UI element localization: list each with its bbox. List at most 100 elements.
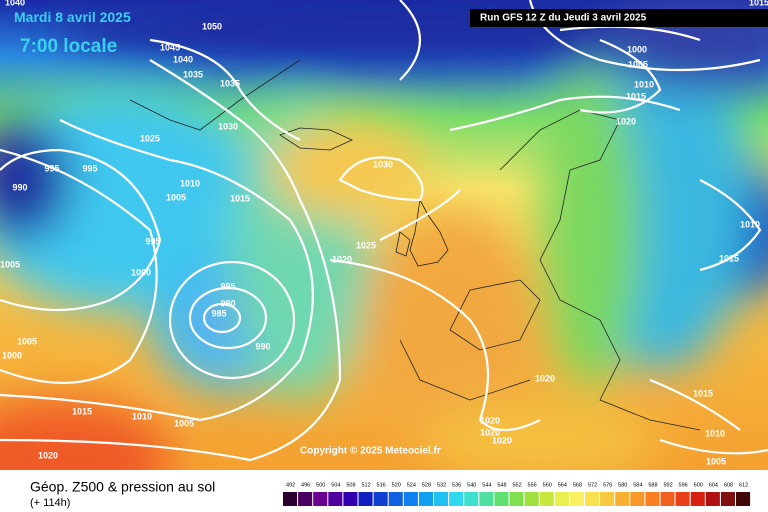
scale-swatch [509,492,524,506]
isobar-label: 990 [255,341,270,351]
scale-swatch [464,492,479,506]
isobar-label: 1010 [132,411,152,421]
scale-label: 560 [543,482,552,488]
isobar-label: 1040 [5,0,25,7]
scale-swatch [494,492,509,506]
scale-swatch [524,492,539,506]
isobar-label: 1005 [628,59,648,69]
isobar-label: 1015 [72,406,92,416]
scale-swatch [660,492,675,506]
isobar-label: 995 [44,163,59,173]
isobar-label: 1020 [492,435,512,445]
scale-label: 552 [512,482,521,488]
isobar-label: 1025 [140,133,160,143]
isobar-label: 1025 [356,240,376,250]
scale-label: 500 [316,482,325,488]
scale-label: 572 [588,482,597,488]
isobar-label: 1015 [626,91,646,101]
scale-swatch [328,492,343,506]
scale-swatch [690,492,705,506]
scale-swatch [615,492,630,506]
isobar-label: 1035 [220,78,240,88]
isobars [0,0,768,460]
scale-label: 612 [739,482,748,488]
scale-swatch [630,492,645,506]
isobar-label: 1020 [480,415,500,425]
scale-swatch [343,492,358,506]
isobar-label: 1010 [740,219,760,229]
isobar-label: 1010 [705,428,725,438]
scale-label: 608 [724,482,733,488]
footer-title: Géop. Z500 & pression au sol [30,479,215,495]
scale-swatch [554,492,569,506]
scale-swatch [373,492,388,506]
scale-swatch [600,492,615,506]
isobar-label: 1015 [693,388,713,398]
scale-label: 588 [648,482,657,488]
isobar-label: 1030 [373,159,393,169]
isobar-label: 990 [220,298,235,308]
scale-swatch [283,492,298,506]
scale-label: 520 [392,482,401,488]
isobar-label: 1000 [2,350,22,360]
scale-swatch [569,492,584,506]
scale-swatch [479,492,494,506]
isobar-label: 985 [211,308,226,318]
isobar-label: 995 [82,163,97,173]
scale-label: 584 [633,482,642,488]
scale-label: 504 [331,482,340,488]
scale-swatch [298,492,313,506]
isobar-label: 1005 [706,456,726,466]
isobar-label: 995 [145,236,160,246]
isobar-label: 1020 [332,254,352,264]
isobar-label: 1010 [180,178,200,188]
scale-label: 536 [452,482,461,488]
scale-swatch [313,492,328,506]
isobar-label: 1015 [230,193,250,203]
isobar-label: 1020 [480,427,500,437]
scale-swatch [539,492,554,506]
isobar-label: 1005 [166,192,186,202]
scale-swatch [720,492,735,506]
scale-swatch [645,492,660,506]
scale-label: 524 [407,482,416,488]
isobar-label: 1020 [616,116,636,126]
isobar-label: 1035 [183,69,203,79]
scale-label: 564 [558,482,567,488]
isobar-label: 1015 [719,253,739,263]
scale-label: 576 [603,482,612,488]
scale-label: 496 [301,482,310,488]
isobar-label: 1000 [131,267,151,277]
scale-swatch [388,492,403,506]
scale-label: 556 [528,482,537,488]
isobar-label: 1015 [749,0,768,7]
isobar-label: 1030 [218,121,238,131]
scale-label: 508 [346,482,355,488]
scale-swatch [705,492,720,506]
scale-label: 512 [361,482,370,488]
scale-swatch [585,492,600,506]
scale-label: 528 [422,482,431,488]
isobar-label: 995 [220,281,235,291]
scale-label: 548 [497,482,506,488]
isobar-label: 1045 [160,42,180,52]
isobar-label: 990 [12,182,27,192]
scale-label: 540 [467,482,476,488]
isobar-label: 1005 [0,259,20,269]
map-date: Mardi 8 avril 2025 [14,9,131,25]
isobar-label: 1050 [202,21,222,31]
footer-lead: (+ 114h) [30,497,70,509]
scale-swatch [736,492,751,506]
scale-label: 516 [377,482,386,488]
isobar-label: 1005 [174,418,194,428]
scale-label: 544 [482,482,491,488]
scale-swatch [403,492,418,506]
isobar-label: 1020 [38,450,58,460]
isobar-label: 1000 [627,44,647,54]
scale-label: 600 [694,482,703,488]
scale-label: 596 [679,482,688,488]
scale-swatch [418,492,433,506]
copyright: Copyright © 2025 Meteociel.fr [300,446,441,457]
